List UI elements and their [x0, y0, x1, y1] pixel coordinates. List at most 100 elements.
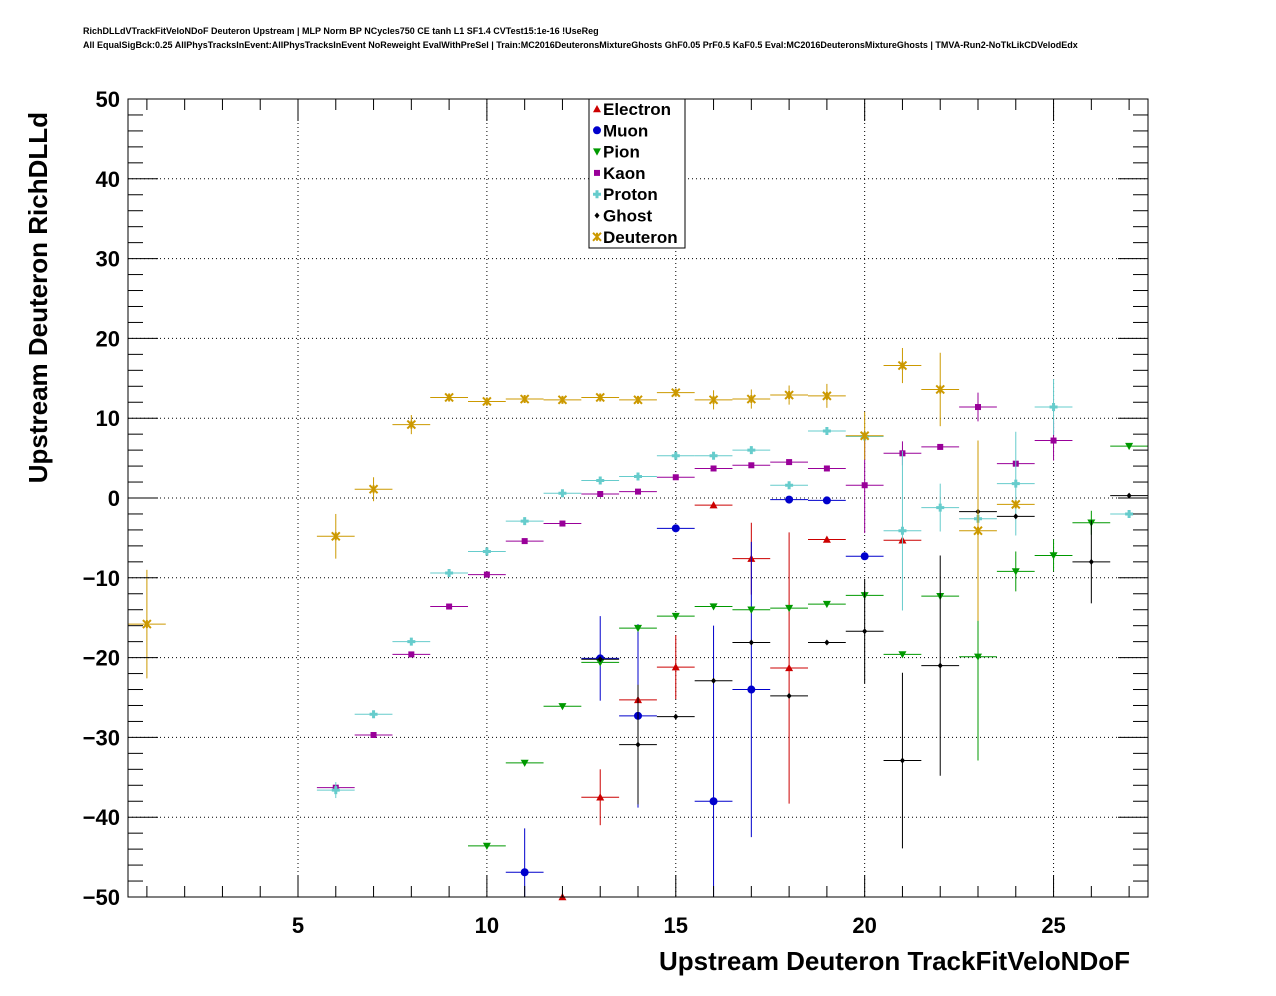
y-tick-label: 50: [96, 87, 120, 112]
data-point-muon: [694, 625, 733, 897]
marker-kaon: [408, 651, 415, 658]
data-point-kaon: [430, 603, 468, 610]
data-point-kaon: [392, 651, 431, 658]
marker-pion: [1011, 568, 1020, 576]
data-point-kaon: [619, 488, 657, 495]
marker-muon: [671, 524, 680, 533]
marker-deuteron: [746, 394, 757, 404]
marker-ghost: [786, 692, 792, 699]
marker-deuteron: [406, 419, 417, 430]
data-point-muon: [808, 496, 846, 505]
marker-proton: [445, 569, 454, 578]
data-point-muon: [732, 541, 771, 838]
marker-proton: [369, 710, 378, 719]
data-point-pion: [656, 612, 695, 621]
marker-ghost: [635, 741, 641, 748]
data-point-kaon: [959, 392, 997, 422]
marker-kaon: [823, 465, 830, 472]
data-point-proton: [581, 476, 620, 485]
data-point-pion: [1110, 442, 1148, 451]
data-point-electron: [694, 501, 733, 509]
legend-marker-pion: [593, 148, 601, 156]
y-tick-label: −10: [83, 566, 120, 591]
data-point-pion: [505, 759, 544, 767]
data-point-kaon: [505, 538, 544, 545]
data-point-kaon: [581, 491, 620, 498]
legend-marker-kaon: [594, 169, 600, 176]
data-point-kaon: [808, 465, 846, 472]
legend-marker-proton: [593, 190, 601, 199]
legend-label-kaon: Kaon: [603, 164, 646, 183]
marker-electron: [785, 663, 794, 672]
marker-pion: [709, 603, 718, 611]
data-point-proton: [505, 517, 544, 526]
marker-deuteron: [1011, 499, 1021, 510]
marker-muon: [747, 685, 756, 694]
data-point-electron: [770, 532, 808, 804]
legend-marker-electron: [593, 105, 601, 113]
data-point-deuteron: [808, 383, 846, 408]
data-point-ghost: [694, 677, 733, 684]
y-axis-title: Upstream Deuteron RichDLLd: [23, 112, 53, 483]
legend-label-pion: Pion: [603, 143, 640, 162]
data-point-proton: [770, 481, 808, 490]
data-point-kaon: [694, 465, 733, 472]
marker-pion: [1125, 442, 1134, 451]
marker-deuteron: [973, 526, 983, 536]
data-point-pion: [694, 603, 733, 611]
data-point-deuteron: [732, 389, 771, 409]
marker-deuteron: [482, 396, 492, 407]
data-point-kaon: [732, 462, 771, 469]
data-point-ghost: [619, 684, 657, 805]
data-point-proton: [732, 446, 771, 455]
marker-pion: [974, 653, 982, 661]
marker-kaon: [1050, 437, 1057, 444]
chart-title: RichDLLdVTrackFitVeloNDoF Deuteron Upstr…: [83, 26, 599, 36]
marker-proton: [558, 489, 567, 498]
marker-ghost: [1126, 492, 1132, 499]
data-point-ghost: [732, 639, 771, 646]
x-tick-label: 5: [292, 913, 304, 938]
data-point-ghost: [996, 513, 1035, 520]
marker-kaon: [710, 465, 717, 472]
marker-deuteron: [557, 395, 568, 405]
data-point-proton: [316, 782, 355, 799]
marker-proton: [1011, 479, 1020, 488]
data-point-kaon: [354, 732, 393, 739]
data-point-pion: [543, 703, 582, 711]
data-point-muon: [845, 552, 884, 561]
data-point-ghost: [1110, 492, 1148, 499]
data-point-deuteron: [128, 569, 166, 679]
axis-ticks: [128, 98, 1148, 898]
marker-proton: [520, 517, 529, 526]
x-tick-label: 25: [1041, 913, 1065, 938]
marker-electron: [671, 663, 680, 671]
marker-proton: [596, 476, 605, 485]
data-point-deuteron: [543, 395, 582, 405]
marker-muon: [520, 868, 529, 877]
data-point-kaon: [543, 520, 582, 527]
data-point-deuteron: [316, 513, 355, 559]
marker-deuteron: [368, 484, 379, 494]
marker-deuteron: [331, 531, 341, 542]
marker-ghost: [899, 757, 905, 764]
data-point-pion: [732, 606, 771, 614]
marker-pion: [1049, 552, 1058, 560]
data-point-proton: [468, 547, 506, 556]
data-point-deuteron: [845, 411, 884, 460]
data-point-ghost: [883, 672, 922, 849]
marker-proton: [1049, 403, 1058, 412]
marker-pion: [596, 659, 605, 667]
series-ghost: [581, 492, 1148, 849]
tick-labels: 5 10 15 20 25 −50 −40 −30 −20 −10 0 10 20 30 40 50: [83, 87, 1066, 938]
marker-pion: [747, 606, 756, 614]
marker-kaon: [672, 474, 679, 481]
data-point-kaon: [656, 474, 695, 481]
data-point-deuteron: [883, 347, 922, 384]
marker-proton: [709, 451, 718, 460]
x-axis-title: Upstream Deuteron TrackFitVeloNDoF: [659, 946, 1130, 976]
marker-pion: [898, 651, 907, 659]
marker-kaon: [483, 571, 490, 578]
data-point-pion: [619, 624, 657, 633]
